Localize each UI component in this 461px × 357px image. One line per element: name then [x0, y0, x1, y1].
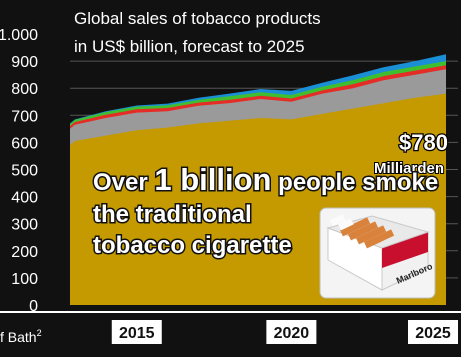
x-tick-box: [408, 320, 458, 344]
x-axis-labels: 2015 2020 2025: [0, 311, 461, 344]
chart-title-line1: Global sales of tobacco products: [74, 9, 321, 28]
value-label-amount: $780: [399, 130, 448, 155]
overlay-line1-a: Over: [93, 169, 154, 196]
y-tick-label: 100: [11, 271, 38, 288]
overlay-line2: the traditional: [93, 201, 252, 228]
source-text-sup: 2: [37, 328, 42, 338]
y-tick-label: 500: [11, 163, 38, 180]
y-tick-label: 200: [11, 244, 38, 261]
y-tick-label: 800: [11, 81, 38, 98]
overlay-line1-b: 1 billion: [154, 162, 271, 197]
overlay-line1: Over 1 billion people smoke: [93, 162, 438, 197]
x-tick-box: [111, 320, 162, 344]
y-tick-label: 0: [29, 298, 38, 315]
y-tick-label: 700: [11, 108, 38, 125]
y-tick-label: 600: [11, 135, 38, 152]
x-tick-label: 2020: [274, 325, 310, 342]
overlay-line3: tobacco cigarette: [93, 232, 292, 259]
x-tick-label: 2015: [119, 325, 155, 342]
x-tick-box: [266, 320, 317, 344]
y-tick-label: 1.000: [0, 27, 38, 44]
value-label: $780: [399, 130, 448, 155]
value-label-sub: Milliarden: [374, 160, 444, 177]
source-text: f Bath2: [0, 328, 42, 345]
cigarette-pack-image: Marlboro: [319, 207, 436, 299]
y-tick-label: 400: [11, 190, 38, 207]
chart-title-line2: in US$ billion, forecast to 2025: [74, 37, 305, 56]
source-text-main: f Bath: [0, 329, 37, 345]
overlay-line1-c: people smoke: [272, 169, 439, 196]
y-tick-label: 900: [11, 54, 38, 71]
x-tick-label: 2025: [415, 325, 451, 342]
y-tick-label: 300: [11, 217, 38, 234]
y-axis-labels: 1.000 900 800 700 600 500 400 300 200 100 0: [0, 27, 38, 315]
